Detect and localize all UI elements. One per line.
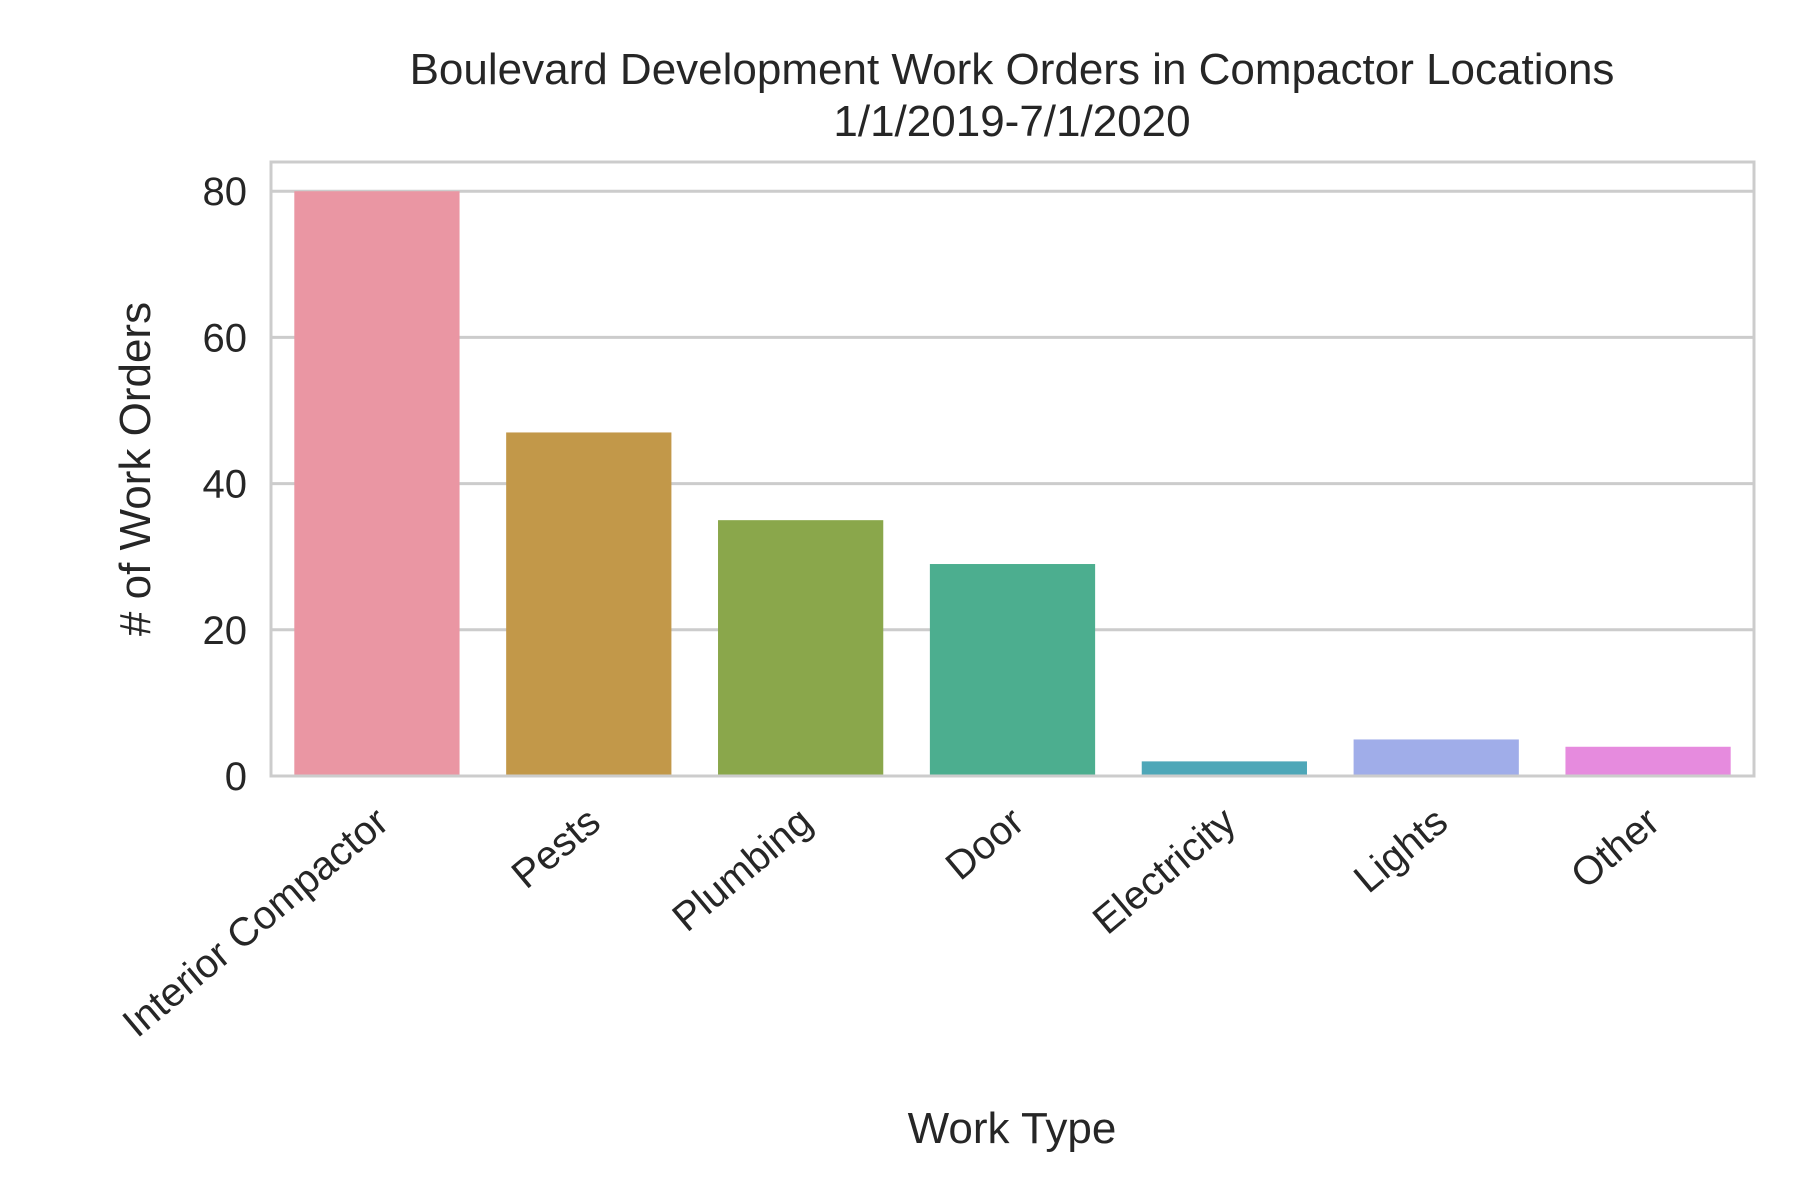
x-tick-label-0: Interior Compactor bbox=[115, 799, 397, 1046]
x-tick-label-4: Electricity bbox=[1085, 799, 1244, 943]
y-tick-label-2: 40 bbox=[203, 463, 248, 507]
bar-6 bbox=[1565, 746, 1731, 776]
y-tick-label-1: 20 bbox=[203, 609, 248, 653]
bar-0 bbox=[294, 191, 460, 776]
bar-5 bbox=[1353, 739, 1519, 776]
chart-subtitle: 1/1/2019-7/1/2020 bbox=[833, 97, 1190, 146]
y-tick-label-3: 60 bbox=[203, 316, 248, 360]
bar-3 bbox=[929, 564, 1096, 776]
x-tick-label-5: Lights bbox=[1346, 799, 1456, 901]
bars bbox=[294, 191, 1731, 776]
y-tick-labels: 0 20 40 60 80 bbox=[203, 170, 248, 799]
x-tick-label-3: Door bbox=[938, 799, 1033, 888]
x-tick-label-6: Other bbox=[1563, 799, 1668, 897]
chart-title: Boulevard Development Work Orders in Com… bbox=[410, 45, 1615, 94]
bar-4 bbox=[1141, 761, 1307, 776]
y-tick-label-0: 0 bbox=[225, 755, 247, 799]
bar-1 bbox=[506, 432, 672, 776]
x-tick-labels: Interior Compactor Pests Plumbing Door Elect… bbox=[115, 799, 1668, 1046]
plot-frame bbox=[269, 160, 1756, 778]
y-axis-label: # of Work Orders bbox=[111, 302, 160, 636]
x-axis-label: Work Type bbox=[908, 1104, 1117, 1153]
x-tick-label-1: Pests bbox=[504, 799, 609, 897]
y-tick-label-4: 80 bbox=[203, 170, 248, 214]
x-tick-label-2: Plumbing bbox=[664, 799, 820, 940]
bar-2 bbox=[718, 520, 884, 776]
